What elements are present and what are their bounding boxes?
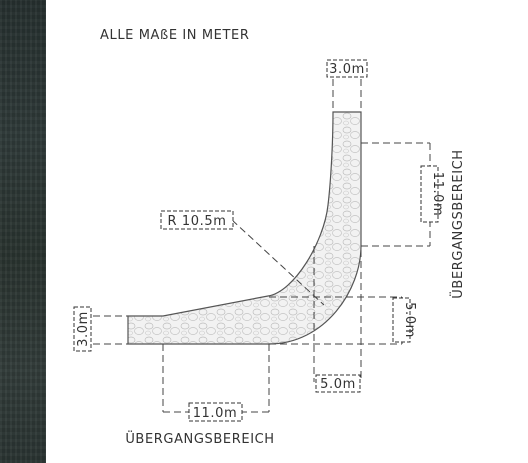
dim-bottom-small: 5.0m <box>315 374 361 393</box>
units-note: ALLE MAßE IN METER <box>100 28 249 43</box>
dimension-lines <box>82 68 431 413</box>
svg-text:5.0m: 5.0m <box>402 302 417 338</box>
dim-left-height: 3.0m <box>73 306 92 352</box>
dim-bottom-long: 11.0m <box>188 402 243 422</box>
dim-radius: R 10.5m <box>160 210 234 230</box>
dim-top-width: 3.0m <box>326 59 368 78</box>
svg-text:5.0m: 5.0m <box>320 377 356 392</box>
dark-edge-strip <box>0 0 46 463</box>
transition-label-right: ÜBERGANGSBEREICH <box>449 149 466 298</box>
svg-text:3.0m: 3.0m <box>76 311 91 347</box>
svg-text:11.0m: 11.0m <box>430 172 445 217</box>
transition-label-bottom: ÜBERGANGSBEREICH <box>125 430 274 447</box>
svg-text:3.0m: 3.0m <box>329 62 365 77</box>
dim-right-lower: 5.0m <box>392 297 417 343</box>
dim-right-upper: 11.0m <box>420 165 445 223</box>
svg-text:R 10.5m: R 10.5m <box>168 214 227 229</box>
svg-text:11.0m: 11.0m <box>193 406 238 421</box>
pipe-bend-shape <box>127 111 362 345</box>
